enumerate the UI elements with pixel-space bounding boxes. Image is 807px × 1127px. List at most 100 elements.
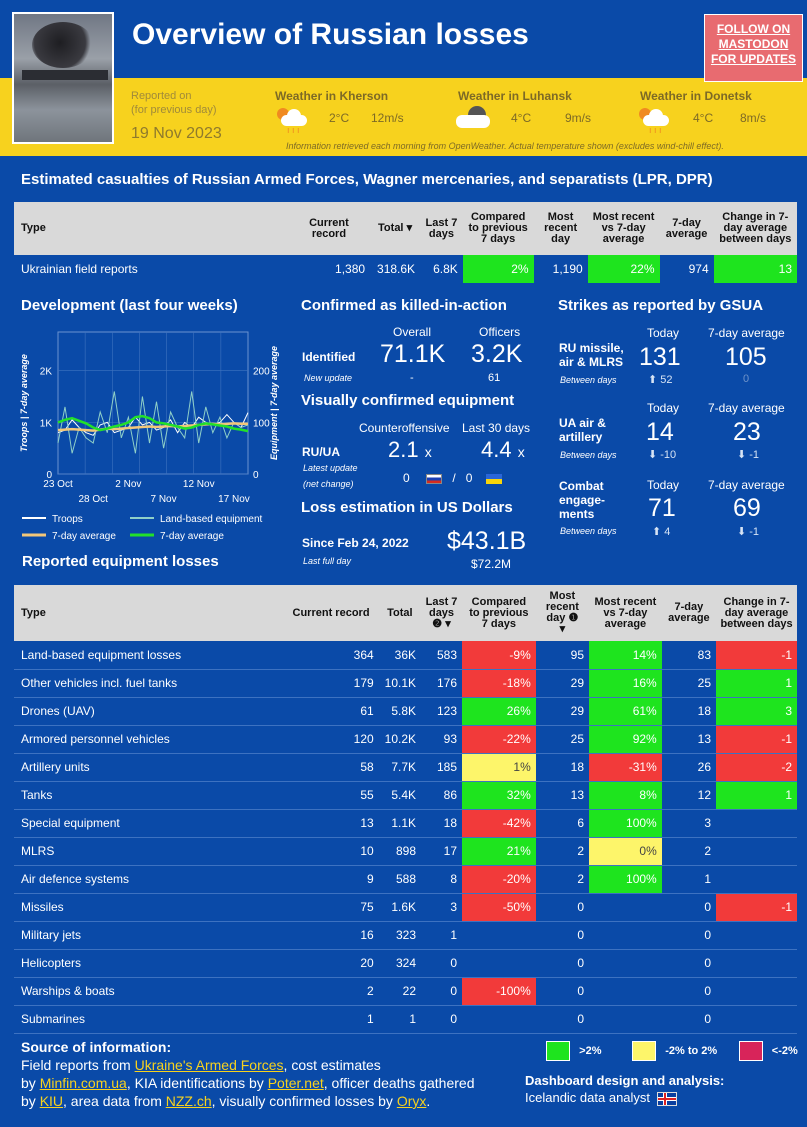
ukraine-flag-icon: [485, 473, 502, 484]
sort-icon: ▾: [406, 222, 413, 234]
col-recent[interactable]: Most recent day: [544, 211, 578, 245]
col-type[interactable]: Type: [21, 222, 46, 234]
cell-change: [716, 809, 797, 838]
cell-compared: 2%: [462, 255, 534, 283]
weather-note: Information retrieved each morning from …: [286, 141, 724, 151]
cell-avg7: 25: [661, 669, 717, 698]
col-avg7[interactable]: 7-day average: [668, 601, 710, 624]
sun-cloud-rain-icon: ı ı ı: [277, 108, 309, 135]
cell-last7: 6.8K: [433, 262, 458, 276]
col-compared[interactable]: Compared to previous 7 days: [469, 595, 529, 630]
cell-total: 1.6K: [378, 893, 422, 922]
cell-total: 7.7K: [378, 753, 422, 782]
last-full-day-label: Last full day: [303, 556, 352, 566]
cell-avg7: 12: [661, 781, 717, 810]
col-change[interactable]: Change in 7-day average between days: [720, 595, 793, 630]
link-ukraine-armed-forces[interactable]: Ukraine's Armed Forces: [134, 1057, 284, 1073]
col-change[interactable]: Change in 7-day average between days: [719, 211, 792, 245]
cell-type: Drones (UAV): [14, 697, 284, 726]
sun-cloud-rain-icon: ı ı ı: [639, 108, 671, 135]
col-avg7[interactable]: 7-day average: [665, 216, 708, 240]
y-tick-right: 0: [253, 470, 259, 481]
cell-last7: 0: [421, 1005, 462, 1034]
col-compared[interactable]: Compared to previous 7 days: [468, 211, 528, 245]
cell-avg7: 2: [661, 837, 717, 866]
col-current[interactable]: Current record: [309, 216, 349, 240]
strike-name: Combat engage-ments: [559, 479, 606, 521]
counteroffensive-label: Counteroffensive: [359, 421, 450, 435]
cell-total: 898: [378, 837, 422, 866]
link-minfin[interactable]: Minfin.com.ua: [39, 1075, 127, 1091]
cell-change: -2: [716, 753, 797, 782]
casualties-table: Type Current record Total ▾ Last 7 days …: [14, 202, 797, 283]
note-2-icon: ❷: [432, 617, 443, 630]
cell-recent: 29: [535, 697, 590, 726]
table-row: Drones (UAV) 61 5.8K 123 26% 29 61% 18 3: [14, 697, 797, 726]
cell-type: Missiles: [14, 893, 284, 922]
cell-last7: 185: [421, 753, 462, 782]
weather-kherson-title: Weather in Kherson: [275, 89, 389, 103]
table-row: MLRS 10 898 17 21% 2 0% 2: [14, 837, 797, 866]
legend-label: Land-based equipment: [160, 514, 263, 525]
cell-recent-vs: 61%: [589, 697, 662, 726]
equipment-header-row: Type Current record Total Last 7 days ❷ ▾…: [14, 585, 797, 641]
col-recent-vs[interactable]: Most recent vs 7-day average: [592, 211, 655, 245]
col-total[interactable]: Total ▾: [378, 222, 413, 234]
strike-today-label: Today: [647, 326, 680, 340]
col-recent-vs[interactable]: Most recent vs 7-day average: [594, 595, 657, 630]
cell-recent: 6: [535, 809, 590, 838]
cell-avg7: 1: [661, 865, 717, 894]
cell-current: 1,380: [335, 262, 366, 276]
table-row: Helicopters 20 324 0 0 0: [14, 949, 797, 978]
cell-compared: -100%: [462, 977, 536, 1006]
link-oryx[interactable]: Oryx: [396, 1093, 427, 1109]
strike-avg-value: 23: [733, 418, 761, 446]
col-type[interactable]: Type: [21, 606, 46, 619]
legend-label: Troops: [52, 514, 83, 525]
cell-type: Land-based equipment losses: [14, 641, 284, 670]
cell-type: Armored personnel vehicles: [14, 725, 284, 754]
cell-type: Military jets: [14, 921, 284, 950]
note-1-icon: ❶: [568, 612, 579, 624]
legend-label: 7-day average: [160, 531, 224, 542]
cell-recent-vs: 100%: [589, 865, 662, 894]
follow-mastodon-button[interactable]: FOLLOW ON MASTODON FOR UPDATES: [704, 14, 803, 82]
x-tick: 23 Oct: [43, 479, 73, 490]
y-tick-left: 1K: [40, 418, 53, 429]
cell-total: 10.2K: [378, 725, 422, 754]
table-row: Other vehicles incl. fuel tanks 179 10.1K 1…: [14, 669, 797, 698]
visual-title: Visually confirmed equipment: [301, 392, 515, 409]
weather-kherson-wind: 12m/s: [371, 111, 404, 125]
col-last7[interactable]: Last 7 days ❷ ▾: [425, 595, 458, 630]
cell-recent: 1,190: [552, 262, 583, 276]
cell-change: [716, 977, 797, 1006]
col-last7[interactable]: Last 7 days: [425, 216, 458, 240]
cell-current: 55: [283, 781, 379, 810]
cell-type: Ukrainian field reports: [21, 262, 138, 276]
cell-recent-vs: 0%: [589, 837, 662, 866]
link-poter[interactable]: Poter.net: [267, 1075, 324, 1091]
cell-recent-vs: 14%: [589, 641, 662, 670]
header-bar: [0, 0, 807, 78]
cell-current: 1: [283, 1005, 379, 1034]
strike-avg-label: 7-day average: [708, 478, 785, 492]
cell-last7: 3: [421, 893, 462, 922]
cell-total: 36K: [378, 641, 422, 670]
cell-avg7: 0: [661, 977, 717, 1006]
col-total[interactable]: Total: [387, 606, 413, 619]
col-current[interactable]: Current record: [292, 606, 370, 619]
design-by: Icelandic data analyst: [525, 1090, 678, 1106]
strike-avg-change: ⬇ -1: [737, 526, 760, 538]
table-row: Missiles 75 1.6K 3 -50% 0 0 -1: [14, 893, 797, 922]
cell-last7: 176: [421, 669, 462, 698]
cell-type: MLRS: [14, 837, 284, 866]
equipment-table: Type Current record Total Last 7 days ❷ ▾…: [14, 585, 797, 1034]
cell-total: 324: [378, 949, 422, 978]
cell-recent-vs: [589, 1005, 662, 1034]
cell-recent-vs: 92%: [589, 725, 662, 754]
cell-total: 5.4K: [378, 781, 422, 810]
cell-recent: 0: [535, 1005, 590, 1034]
link-kiu[interactable]: KIU: [39, 1093, 64, 1109]
link-nzz[interactable]: NZZ.ch: [165, 1093, 212, 1109]
col-recent[interactable]: Most recent day ❶ ▾: [545, 590, 579, 635]
